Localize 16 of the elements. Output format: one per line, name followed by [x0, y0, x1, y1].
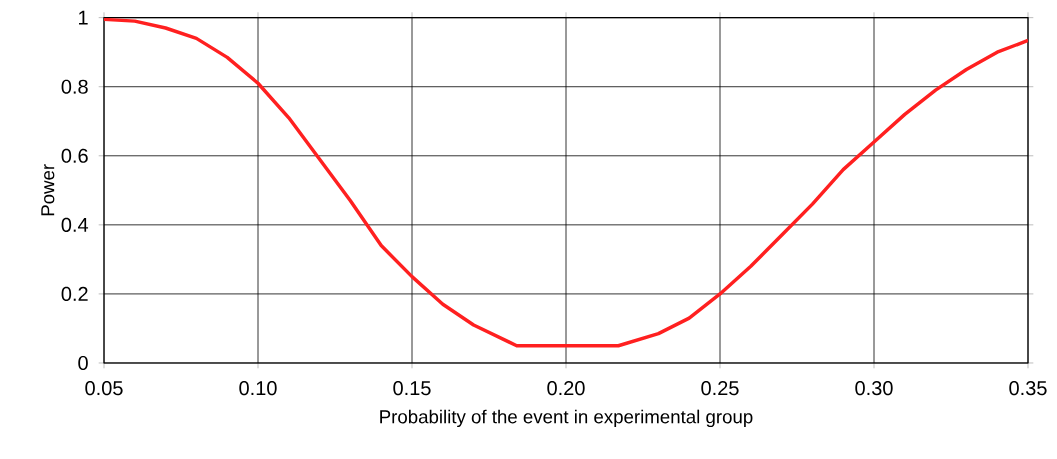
- y-tick-label: 0.6: [61, 148, 88, 163]
- x-tick-label: 0.20: [547, 381, 585, 396]
- y-tick-label: 0.4: [61, 217, 89, 232]
- y-tick-label: 1: [79, 10, 88, 25]
- y-tick-label: 0.8: [61, 79, 88, 94]
- x-tick-label: 0.35: [1009, 381, 1047, 396]
- x-tick-label: 0.30: [855, 381, 893, 396]
- x-tick-label: 0.15: [393, 381, 431, 396]
- x-tick-label: 0.25: [701, 381, 739, 396]
- y-tick-label: 0.2: [61, 286, 88, 301]
- x-axis-title: Probability of the event in experimental group: [380, 409, 753, 428]
- y-axis-title: Power: [41, 164, 55, 216]
- line-series: [104, 17, 1028, 348]
- y-tick-label: 0: [78, 355, 88, 371]
- x-tick-label: 0.10: [239, 381, 277, 396]
- x-tick-label: 0.05: [85, 381, 123, 396]
